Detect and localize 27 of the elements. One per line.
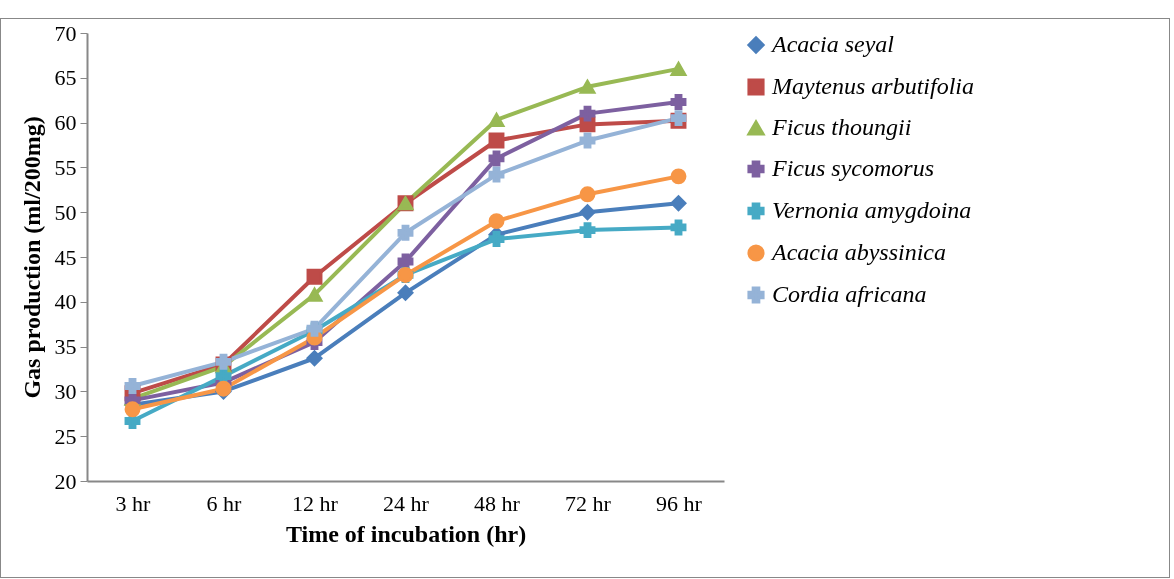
y-tick-label: 60 bbox=[54, 110, 77, 136]
y-tick-label: 35 bbox=[54, 334, 77, 360]
y-tick-label: 65 bbox=[54, 65, 77, 91]
y-tick-label: 55 bbox=[54, 154, 77, 180]
x-tick-label: 48 hr bbox=[474, 490, 521, 516]
x-tick-label: 6 hr bbox=[206, 490, 243, 516]
legend-label: Cordia africana bbox=[772, 281, 927, 307]
y-tick-label: 50 bbox=[54, 199, 77, 225]
y-axis-title: Gas production (ml/200mg) bbox=[18, 116, 45, 399]
legend-label: Ficus thoungii bbox=[771, 114, 912, 140]
y-tick-label: 40 bbox=[54, 289, 77, 315]
x-tick-label: 3 hr bbox=[115, 490, 152, 516]
y-tick-label: 70 bbox=[54, 20, 77, 46]
legend-label: Maytenus arbutifolia bbox=[771, 73, 974, 99]
x-tick-label: 72 hr bbox=[565, 490, 612, 516]
x-tick-label: 96 hr bbox=[656, 490, 703, 516]
legend-label: Acacia abyssinica bbox=[770, 239, 946, 265]
legend-label: Ficus sycomorus bbox=[771, 155, 934, 181]
legend-label: Acacia seyal bbox=[770, 31, 895, 57]
y-tick-label: 30 bbox=[54, 378, 77, 404]
legend-label: Vernonia amygdoina bbox=[772, 197, 972, 223]
x-axis-title: Time of incubation (hr) bbox=[285, 520, 527, 547]
y-tick-label: 25 bbox=[54, 423, 77, 449]
y-tick-label: 45 bbox=[54, 244, 77, 270]
x-tick-label: 24 hr bbox=[383, 490, 430, 516]
x-tick-label: 12 hr bbox=[292, 490, 339, 516]
y-tick-label: 20 bbox=[54, 468, 77, 494]
